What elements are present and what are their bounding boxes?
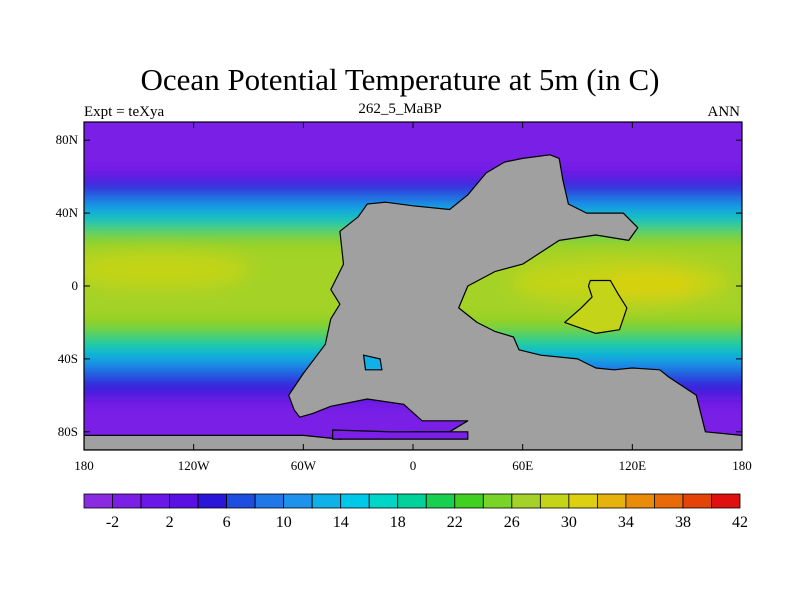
colorbar-swatch <box>625 493 655 509</box>
lat-tick-label: 40N <box>56 205 79 220</box>
warm-core-east <box>600 273 700 297</box>
colorbar: -2 2 6 10 14 18 22 26 30 34 38 42 <box>83 493 748 531</box>
lon-tick-label: 60E <box>512 458 533 473</box>
colorbar-swatch <box>539 493 570 509</box>
southern-coastal-sea <box>332 429 469 440</box>
inland-sea <box>564 279 628 334</box>
colorbar-label: 26 <box>504 514 520 531</box>
lon-tick-label: 180 <box>732 458 752 473</box>
colorbar-swatch <box>425 493 456 509</box>
colorbar-label: 34 <box>618 514 634 531</box>
colorbar-swatch <box>511 493 541 509</box>
colorbar-swatch <box>397 493 427 509</box>
colorbar-swatch <box>596 493 627 509</box>
colorbar-swatch <box>140 493 170 509</box>
map-subtitle: 262_5_MaBP <box>358 101 442 117</box>
colorbar-label: 14 <box>333 514 349 531</box>
colorbar-label: 10 <box>276 514 292 531</box>
colorbar-swatch <box>454 493 484 509</box>
lat-tick-label: 80N <box>56 132 79 147</box>
colorbar-swatch <box>568 493 598 509</box>
colorbar-swatch <box>226 493 256 509</box>
colorbar-swatch <box>340 493 370 509</box>
colorbar-swatch <box>112 493 142 509</box>
lat-tick-label: 80S <box>58 424 78 439</box>
colorbar-label: 22 <box>447 514 463 531</box>
experiment-label: Expt = teXya <box>84 104 165 120</box>
map-area <box>84 122 742 450</box>
lon-tick-label: 120E <box>619 458 647 473</box>
colorbar-swatch <box>711 493 741 509</box>
colorbar-swatch <box>368 493 399 509</box>
lon-tick-label: 120W <box>178 458 211 473</box>
colorbar-label: 2 <box>166 514 174 531</box>
axis-ticks: 180 120W 60W 0 60E 120E 180 80N 40N 0 40S 80S <box>56 122 752 473</box>
lat-tick-label: 40S <box>58 351 78 366</box>
colorbar-label: 18 <box>390 514 406 531</box>
colorbar-label: 38 <box>675 514 691 531</box>
colorbar-swatch <box>654 493 684 509</box>
season-label: ANN <box>707 104 741 120</box>
colorbar-swatch <box>283 493 313 509</box>
colorbar-label: -2 <box>106 514 119 531</box>
warm-pool-west <box>84 252 250 288</box>
map-title: Ocean Potential Temperature at 5m (in C) <box>140 62 660 97</box>
colorbar-label: 42 <box>732 514 748 531</box>
colorbar-swatch <box>482 493 513 509</box>
pangaea-landmass <box>84 154 742 450</box>
lon-tick-label: 180 <box>74 458 94 473</box>
colorbar-label: 6 <box>223 514 231 531</box>
lon-tick-label: 0 <box>410 458 417 473</box>
colorbar-swatch <box>254 493 285 509</box>
lat-tick-label: 0 <box>72 278 79 293</box>
small-lake <box>362 354 383 371</box>
colorbar-swatch <box>83 493 113 509</box>
lon-tick-label: 60W <box>291 458 317 473</box>
colorbar-swatch <box>169 493 199 509</box>
colorbar-swatch <box>311 493 342 509</box>
colorbar-swatch <box>197 493 228 509</box>
colorbar-label: 30 <box>561 514 577 531</box>
colorbar-swatch <box>682 493 712 509</box>
